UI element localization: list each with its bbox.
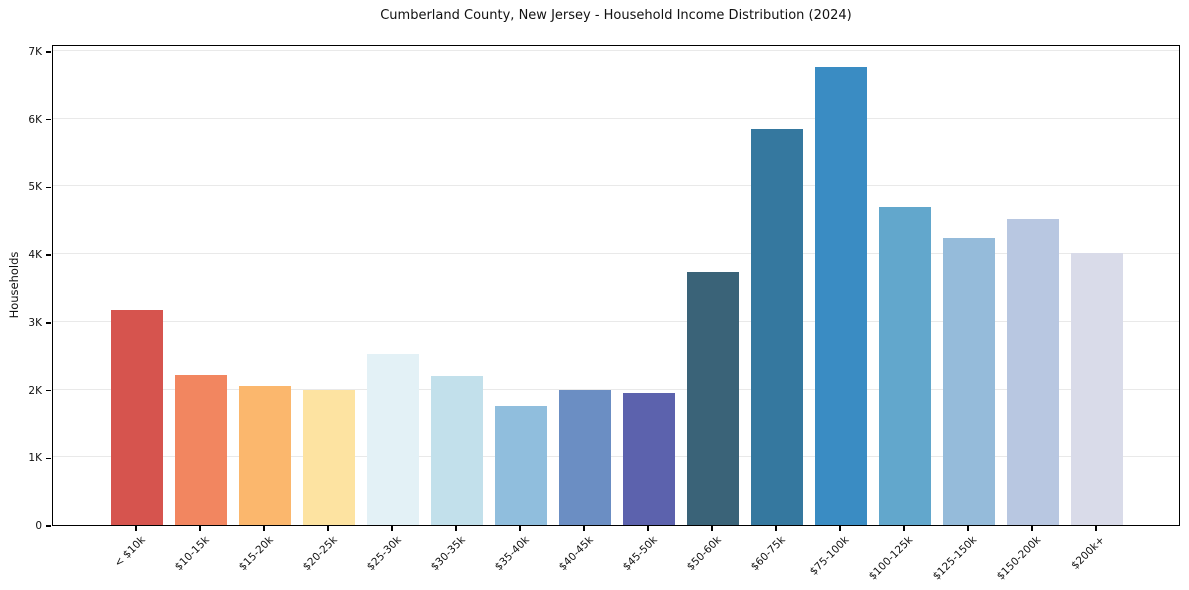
y-tick: [45, 389, 51, 392]
x-tick: [903, 526, 905, 531]
x-tick-label: $75-100k: [807, 534, 852, 578]
gridline: [53, 253, 1179, 255]
x-tick-label: $50-60k: [684, 534, 724, 574]
x-tick: [583, 526, 585, 531]
bar: [623, 392, 675, 525]
x-tick: [263, 526, 265, 531]
x-tick-label: $200k+: [1069, 534, 1108, 572]
y-tick: [45, 457, 51, 459]
x-tick: [1095, 526, 1097, 531]
x-tick: [839, 526, 841, 531]
x-tick: [135, 526, 137, 531]
x-tick: [199, 526, 201, 531]
x-tick-label: < $10k: [111, 534, 148, 570]
x-tick-label: $150-200k: [994, 534, 1044, 583]
bar: [111, 309, 163, 525]
bar: [879, 207, 931, 525]
gridline: [53, 456, 1179, 458]
x-tick: [775, 526, 777, 531]
x-tick-label: $10-15k: [172, 534, 212, 574]
bar: [239, 386, 291, 525]
y-tick-label: 3K: [28, 316, 42, 329]
bar: [303, 389, 355, 525]
x-tick-label: $100-125k: [866, 534, 916, 583]
bar: [1007, 219, 1059, 525]
y-tick: [45, 51, 51, 53]
y-axis-label: Households: [7, 251, 21, 319]
gridline: [53, 49, 1179, 51]
x-tick: [647, 526, 649, 531]
bar: [1071, 253, 1123, 525]
chart-title: Cumberland County, New Jersey - Househol…: [380, 8, 852, 23]
x-tick-label: $60-75k: [748, 534, 788, 574]
x-tick-label: $15-20k: [236, 534, 276, 574]
bar: [175, 375, 227, 525]
y-tick-label: 7K: [28, 45, 42, 58]
bar: [367, 354, 419, 525]
y-tick-label: 0: [35, 520, 42, 532]
bar: [687, 271, 739, 525]
x-tick-label: $35-40k: [492, 534, 532, 574]
x-tick-label: $20-25k: [300, 534, 340, 574]
x-tick: [711, 526, 713, 531]
bar: [559, 389, 611, 525]
x-tick: [391, 526, 393, 531]
y-tick: [45, 525, 51, 527]
y-tick-label: 2K: [28, 384, 42, 397]
y-tick-label: 5K: [28, 181, 42, 194]
y-tick: [45, 254, 51, 256]
y-tick: [45, 118, 51, 121]
y-tick-label: 1K: [28, 452, 42, 465]
bar: [943, 238, 995, 525]
x-tick: [1031, 526, 1033, 531]
y-tick: [45, 322, 51, 324]
gridline: [53, 185, 1179, 187]
gridline: [53, 117, 1179, 119]
gridline: [53, 388, 1179, 390]
y-tick: [45, 186, 51, 189]
x-tick-label: $25-30k: [364, 534, 404, 574]
bar: [815, 67, 867, 525]
gridline: [53, 320, 1179, 322]
plot-area: [52, 45, 1180, 526]
x-tick: [967, 526, 969, 531]
x-tick: [327, 526, 329, 531]
bar: [431, 375, 483, 525]
x-tick-label: $40-45k: [556, 534, 596, 574]
x-tick: [519, 526, 521, 531]
y-tick-label: 6K: [28, 113, 42, 126]
x-tick-label: $125-150k: [930, 534, 980, 583]
x-tick-label: $30-35k: [428, 534, 468, 574]
bar: [495, 406, 547, 525]
bar: [751, 128, 803, 525]
x-tick-label: $45-50k: [620, 534, 660, 574]
x-tick: [455, 526, 457, 531]
y-tick-label: 4K: [28, 249, 42, 261]
